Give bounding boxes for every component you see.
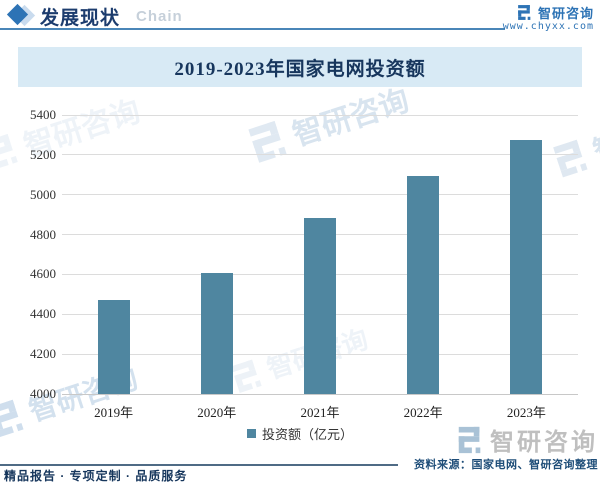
footer-brand-logo: 智研咨询 bbox=[455, 422, 598, 457]
x-label-2022年: 2022年 bbox=[403, 405, 443, 420]
chart-title-band: 2019-2023年国家电网投资额 bbox=[18, 47, 582, 87]
header-divider bbox=[0, 28, 505, 30]
brand-logo: 智研咨询 bbox=[516, 3, 594, 22]
services-text: 精品报告 · 专项定制 · 品质服务 bbox=[4, 469, 188, 483]
chart-title: 2019-2023年国家电网投资额 bbox=[174, 58, 426, 80]
gridline-4000 bbox=[62, 393, 578, 395]
gridline-5200 bbox=[62, 154, 578, 156]
bar-2021年 bbox=[304, 218, 336, 394]
footer-brand-name: 智研咨询 bbox=[490, 429, 598, 456]
bar-2020年 bbox=[200, 273, 233, 394]
brand-url[interactable]: www.chyxx.com bbox=[502, 21, 594, 32]
y-tick-label-4800: 4800 bbox=[30, 226, 56, 242]
x-label-2019年: 2019年 bbox=[94, 405, 134, 420]
x-label-2020年: 2020年 bbox=[197, 405, 237, 420]
brand-name: 智研咨询 bbox=[537, 6, 594, 21]
x-label-2021年: 2021年 bbox=[300, 405, 340, 420]
section-subtitle: Chain bbox=[136, 8, 183, 25]
x-label-2023年: 2023年 bbox=[506, 405, 546, 420]
y-tick-label-5200: 5200 bbox=[30, 146, 56, 162]
bar-2019年 bbox=[97, 299, 130, 394]
legend-label: 投资额（亿元） bbox=[261, 427, 353, 442]
page-header: 发展现状 Chain 智研咨询 www.chyxx.com bbox=[0, 0, 600, 32]
bar-2023年 bbox=[510, 139, 543, 394]
diamond-icon bbox=[6, 3, 36, 27]
brand-logo-icon bbox=[518, 5, 531, 20]
y-tick-label-5400: 5400 bbox=[30, 107, 56, 122]
footer-brand-logo-icon bbox=[458, 426, 481, 453]
legend-swatch bbox=[246, 429, 256, 438]
section-title: 发展现状 bbox=[40, 8, 121, 29]
y-tick-label-5000: 5000 bbox=[30, 186, 56, 202]
footer-divider bbox=[0, 464, 398, 466]
plot-area: 4000 4200 4400 4600 4800 5000 5200 5400 2019年 202… bbox=[30, 107, 578, 420]
gridline-5000 bbox=[62, 194, 578, 196]
bar-2022年 bbox=[407, 175, 440, 394]
source-text: 资料来源：国家电网、智研咨询整理 bbox=[414, 459, 598, 471]
y-tick-label-4600: 4600 bbox=[30, 266, 56, 282]
y-tick-label-4000: 4000 bbox=[30, 386, 56, 401]
chart-legend: 投资额（亿元） bbox=[0, 424, 600, 443]
gridline-5400 bbox=[62, 114, 578, 116]
watermark-text: 智研咨询 bbox=[589, 102, 600, 167]
y-tick-label-4400: 4400 bbox=[30, 306, 56, 322]
y-tick-label-4200: 4200 bbox=[30, 346, 56, 362]
